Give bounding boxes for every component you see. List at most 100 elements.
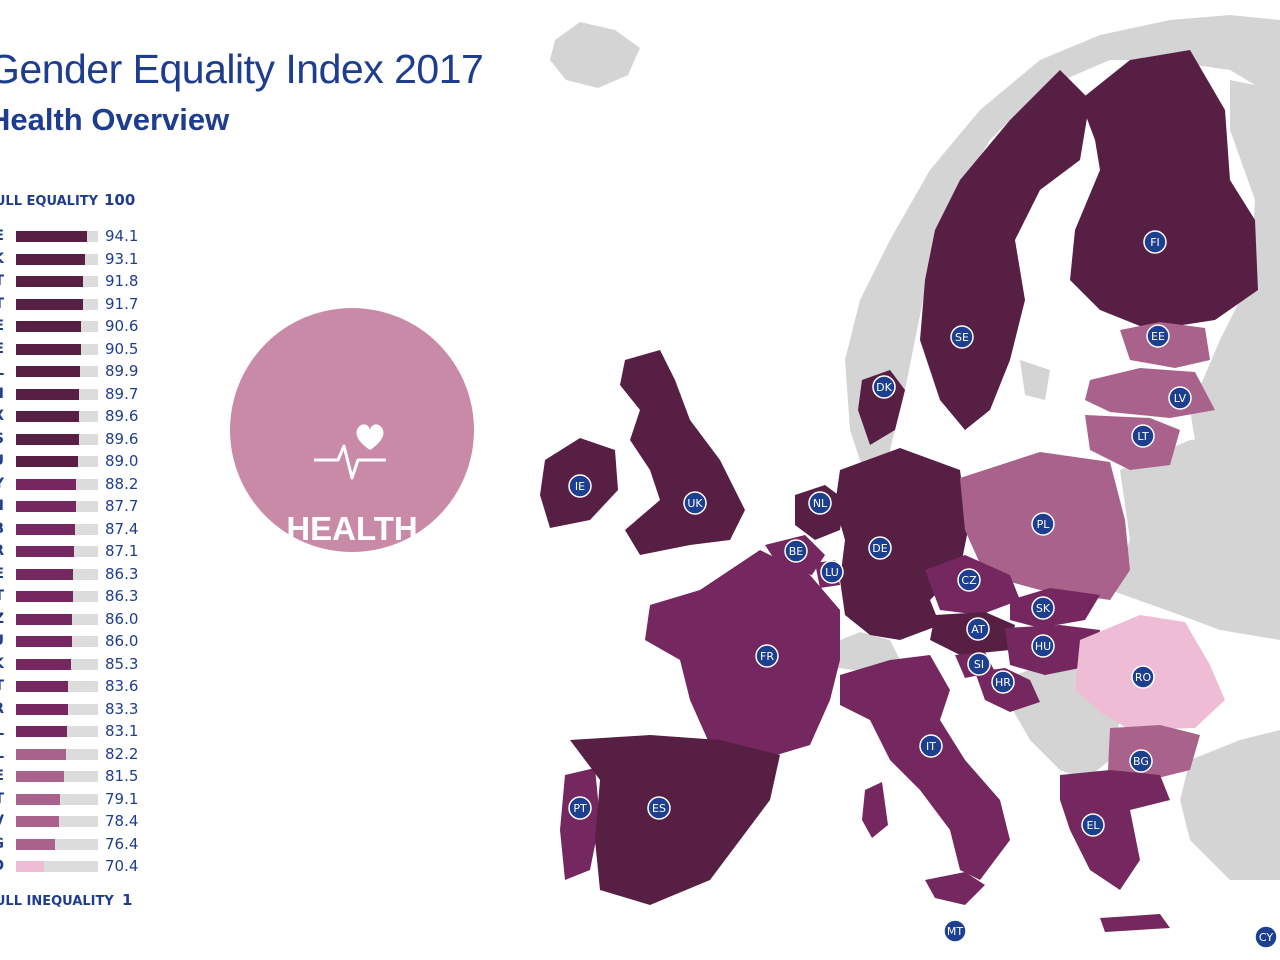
bar-row: T 91.7 <box>0 294 150 316</box>
country-code-label: LT <box>1137 430 1149 443</box>
country-shape-es <box>570 735 780 905</box>
norway-shape <box>845 15 1280 520</box>
bar-row: T 86.3 <box>0 586 150 608</box>
country-badge-circle <box>755 644 779 668</box>
country-shape-lv <box>1085 368 1215 418</box>
bar <box>16 456 78 467</box>
bar-track <box>16 636 98 647</box>
country-code-label: IE <box>575 480 585 493</box>
country-code-label: EL <box>1086 819 1100 832</box>
bar <box>16 748 66 760</box>
bar-row: Y 88.2 <box>0 474 150 496</box>
bar-value-label: 86.0 <box>105 609 139 628</box>
bar-country-code: E <box>0 341 4 357</box>
bar-country-code: Z <box>0 611 4 627</box>
country-shape-fi <box>1070 50 1258 330</box>
country-badge-lu: LU <box>820 560 844 584</box>
bar-row: I 87.7 <box>0 496 150 518</box>
bar-value-label: 85.3 <box>105 654 139 673</box>
bar-track <box>16 253 98 265</box>
health-label: HEALTH <box>286 510 418 547</box>
country-badge-circle <box>1168 386 1192 410</box>
bar-country-code: X <box>0 408 4 424</box>
bar-country-code: T <box>0 791 4 807</box>
country-badge-circle <box>950 325 974 349</box>
bar-row: L 89.9 <box>0 361 150 383</box>
health-domain-badge: HEALTH <box>230 308 474 604</box>
country-badge-circle <box>872 375 896 399</box>
country-shape-sk <box>1010 588 1100 628</box>
bar-row: E 86.3 <box>0 564 150 586</box>
bar-value-label: 89.7 <box>105 384 139 403</box>
bar-country-code: O <box>0 858 4 874</box>
bar-row: K 93.1 <box>0 249 150 271</box>
bar <box>16 546 75 557</box>
bar-row: T 83.6 <box>0 676 150 698</box>
bar-country-code: E <box>0 566 4 582</box>
bar-row: T 79.1 <box>0 789 150 811</box>
bar-row: E 90.6 <box>0 316 150 338</box>
scale-top-value: 100 <box>104 191 136 209</box>
bar <box>16 681 69 692</box>
country-badge-ie: IE <box>568 474 592 498</box>
bar-row: V 78.4 <box>0 811 150 833</box>
country-badge-cz: CZ <box>957 568 981 592</box>
bar-row: K 85.3 <box>0 654 150 676</box>
bar-row: U 89.0 <box>0 451 150 473</box>
bar <box>16 321 81 332</box>
bar-country-code: T <box>0 588 4 604</box>
bar <box>16 658 72 670</box>
bar-track <box>16 658 98 670</box>
scale-bottom-value: 1 <box>122 891 133 909</box>
bar-track <box>16 478 98 490</box>
bar-country-code: L <box>0 746 4 762</box>
country-badge-circle <box>991 670 1015 694</box>
bar-value-label: 83.3 <box>105 699 139 718</box>
bar-track <box>16 388 98 400</box>
health-circle <box>230 308 474 552</box>
bar <box>16 501 76 512</box>
country-badges: FI SE EE LV LT DK IE UK NL BE LU DE PL CZ SK AT HU SI HR RO… <box>568 230 1278 949</box>
norway-coast-shape <box>1020 360 1050 400</box>
bar-row: O 70.4 <box>0 856 150 878</box>
country-code-label: MT <box>947 925 963 938</box>
country-badge-mt: MT <box>943 919 967 943</box>
bar <box>16 591 74 602</box>
bar-row: E 90.5 <box>0 339 150 361</box>
bar-value-label: 89.6 <box>105 407 139 425</box>
country-badge-dk: DK <box>872 375 896 399</box>
country-badge-circle <box>1146 324 1170 348</box>
bar-track <box>16 343 98 355</box>
country-shape-uk <box>620 350 745 555</box>
bar-track <box>16 523 98 535</box>
country-badge-lv: LV <box>1168 386 1192 410</box>
bar-track <box>16 456 98 467</box>
bar-value-label: 89.6 <box>105 429 139 448</box>
country-badge-fi: FI <box>1143 230 1167 254</box>
country-shape-it-sicily <box>925 872 985 905</box>
country-badge-bg: BG <box>1129 749 1153 773</box>
bar <box>16 613 73 625</box>
country-badge-circle <box>1081 813 1105 837</box>
bar-row: S 89.6 <box>0 429 150 451</box>
bar-row: I 89.7 <box>0 384 150 406</box>
country-badge-circle <box>568 474 592 498</box>
country-badge-circle <box>1031 512 1055 536</box>
country-code-label: NL <box>813 497 828 510</box>
country-badge-si: SI <box>967 652 991 676</box>
country-shape-it <box>840 655 1010 880</box>
country-code-label: DK <box>876 381 892 394</box>
bar <box>16 523 76 535</box>
country-code-label: UK <box>687 497 703 510</box>
bar <box>16 366 80 377</box>
bar-value-label: 89.9 <box>105 362 139 380</box>
country-badge-se: SE <box>950 325 974 349</box>
country-code-label: FI <box>1150 236 1160 249</box>
bar-track <box>16 613 98 625</box>
bar-country-code: L <box>0 723 4 739</box>
bar-value-label: 93.1 <box>105 249 139 268</box>
scale-bottom-label: FULL INEQUALITY <box>0 894 114 909</box>
bar-country-code: B <box>0 521 4 537</box>
bar-row: X 89.6 <box>0 406 150 428</box>
